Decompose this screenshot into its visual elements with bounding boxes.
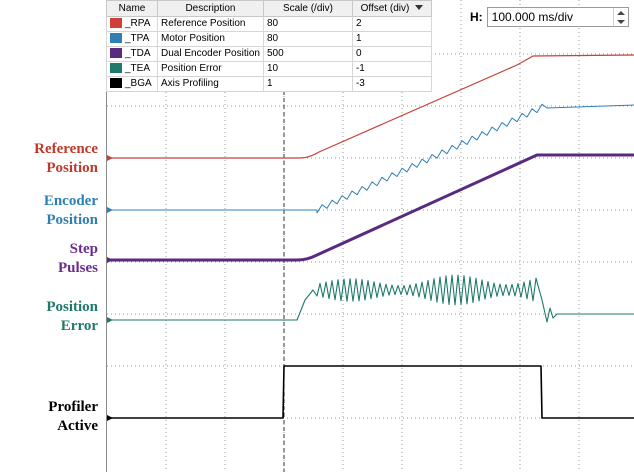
legend-row[interactable]: _RPA Reference Position 80 2 — [106, 16, 432, 32]
legend-column-header[interactable]: Name — [106, 0, 158, 17]
legend-description-text: Dual Encoder Position — [161, 48, 260, 59]
legend-cell-offset: -1 — [351, 61, 432, 77]
legend-cell-name: _BGA — [106, 76, 158, 92]
horizontal-scale-field[interactable] — [486, 7, 629, 27]
step-pulses-trace — [107, 153, 634, 262]
legend-row[interactable]: _TEA Position Error 10 -1 — [106, 61, 432, 77]
legend-cell-name: _RPA — [106, 16, 158, 32]
legend-cell-name: _TPA — [106, 31, 158, 47]
legend-row[interactable]: _TPA Motor Position 80 1 — [106, 31, 432, 47]
legend-name-text: _TEA — [125, 63, 151, 74]
legend-offset-text: -3 — [355, 78, 365, 89]
trace-label-3: Position Error — [46, 298, 98, 336]
color-swatch-icon[interactable] — [110, 63, 122, 74]
legend-name-text: _BGA — [125, 78, 152, 89]
legend-offset-text: 1 — [355, 33, 362, 44]
trace-label-0: Reference Position — [34, 140, 98, 178]
legend-cell-description: Position Error — [157, 61, 264, 77]
legend-column-header[interactable]: Description — [157, 0, 264, 17]
horizontal-scale-input[interactable] — [487, 10, 602, 24]
scope-traces — [107, 0, 634, 472]
legend-cell-description: Motor Position — [157, 31, 264, 47]
horizontal-scale-spinner[interactable] — [612, 8, 628, 26]
legend-cell-offset: -3 — [351, 76, 432, 92]
legend-scale-text: 1 — [266, 78, 273, 89]
legend-offset-text: 0 — [355, 48, 362, 59]
legend-description-text: Axis Profiling — [161, 78, 219, 89]
legend-cell-scale: 80 — [262, 31, 353, 47]
encoder-position-trace — [107, 103, 634, 214]
legend-row[interactable]: _TDA Dual Encoder Position 500 0 — [106, 46, 432, 62]
color-swatch-icon[interactable] — [110, 48, 122, 59]
trace-label-4: Profiler Active — [48, 398, 98, 436]
legend-column-label: Scale (/div) — [282, 2, 333, 14]
legend-cell-offset: 0 — [351, 46, 432, 62]
legend-name-text: _TPA — [125, 33, 150, 44]
legend-header-row: Name Description Scale (/div) Offset (div) — [106, 0, 432, 17]
trace-label-line1: Position — [46, 299, 98, 315]
legend-cell-scale: 10 — [262, 61, 353, 77]
trace-label-line2: Active — [57, 418, 98, 434]
trace-label-2: Step Pulses — [58, 240, 98, 278]
trace-label-line1: Encoder — [43, 193, 98, 209]
color-swatch-icon[interactable] — [110, 33, 122, 44]
profiler-marker-icon — [107, 415, 113, 421]
legend-offset-text: 2 — [355, 18, 362, 29]
legend-description-text: Position Error — [161, 63, 222, 74]
error-marker-icon — [107, 317, 113, 323]
trace-label-1: Encoder Position — [44, 192, 98, 230]
spin-down-icon[interactable] — [616, 19, 625, 24]
trace-label-line2: Position — [46, 160, 98, 176]
legend-scale-text: 10 — [266, 63, 279, 74]
legend-column-label: Name — [118, 2, 146, 14]
legend-cell-offset: 2 — [351, 16, 432, 32]
trace-label-line1: Step — [69, 241, 98, 257]
trace-label-line1: Reference — [34, 141, 98, 157]
horizontal-scale-label: H: — [470, 10, 483, 24]
trace-label-line1: Profiler — [48, 399, 98, 415]
channel-legend-table[interactable]: Name Description Scale (/div) Offset (div) … — [106, 0, 432, 92]
step-marker-icon — [107, 257, 113, 263]
legend-scale-text: 80 — [266, 18, 279, 29]
color-swatch-icon[interactable] — [110, 18, 122, 29]
legend-column-header[interactable]: Offset (div) — [351, 0, 432, 17]
trace-label-line2: Pulses — [57, 260, 98, 276]
legend-name-text: _RPA — [125, 18, 151, 29]
horizontal-scale-control: H: — [470, 6, 629, 28]
encoder-marker-icon — [107, 207, 113, 213]
legend-name-text: _TDA — [125, 48, 151, 59]
chevron-down-icon[interactable] — [415, 5, 424, 11]
legend-column-label: Description — [185, 2, 236, 14]
legend-column-header[interactable]: Scale (/div) — [262, 0, 353, 17]
spin-up-icon[interactable] — [616, 10, 625, 15]
legend-cell-name: _TDA — [106, 46, 158, 62]
profiler-active-trace — [107, 365, 634, 419]
legend-cell-description: Axis Profiling — [157, 76, 264, 92]
trace-label-line2: Error — [60, 318, 98, 334]
legend-scale-text: 500 — [266, 48, 284, 59]
legend-description-text: Reference Position — [161, 18, 246, 29]
trace-label-line2: Position — [46, 212, 98, 228]
legend-row[interactable]: _BGA Axis Profiling 1 -3 — [106, 76, 432, 92]
legend-offset-text: -1 — [355, 63, 365, 74]
color-swatch-icon[interactable] — [110, 78, 122, 89]
legend-scale-text: 80 — [266, 33, 279, 44]
legend-cell-description: Dual Encoder Position — [157, 46, 264, 62]
legend-cell-name: _TEA — [106, 61, 158, 77]
legend-description-text: Motor Position — [161, 33, 225, 44]
legend-cell-offset: 1 — [351, 31, 432, 47]
legend-cell-scale: 1 — [262, 76, 353, 92]
legend-cell-scale: 500 — [262, 46, 353, 62]
legend-column-label: Offset (div) — [360, 2, 410, 14]
legend-cell-scale: 80 — [262, 16, 353, 32]
reference-position-trace — [107, 54, 634, 159]
position-error-trace — [107, 274, 634, 323]
reference-marker-icon — [107, 155, 113, 161]
trace-labels: Reference Position Encoder Position Step Puls… — [0, 0, 104, 472]
legend-cell-description: Reference Position — [157, 16, 264, 32]
